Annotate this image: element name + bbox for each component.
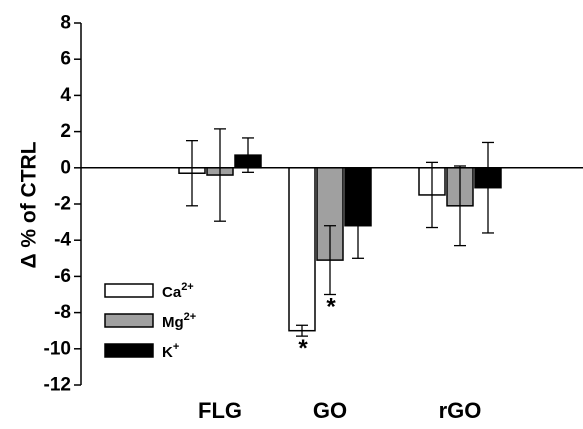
legend: Ca2+ Mg2+ K+ — [104, 281, 196, 361]
significance-marker-0: * — [298, 335, 308, 362]
y-tick-label-8: -8 — [54, 302, 71, 323]
y-tick-label-1: 6 — [60, 49, 71, 70]
legend-swatch-ca — [104, 283, 154, 298]
legend-label-ca: Ca2+ — [162, 281, 194, 301]
y-tick-label-4: 0 — [60, 157, 71, 178]
legend-swatch-k — [104, 343, 154, 358]
y-axis-ticks: 8 6 4 2 0 -2 -4 -6 -8 -10 -12 — [44, 13, 81, 396]
y-axis-label: Δ % of CTRL — [18, 141, 41, 268]
legend-label-mg: Mg2+ — [162, 311, 196, 331]
category-label-rgo: rGO — [439, 398, 482, 423]
legend-swatch-mg — [104, 313, 154, 328]
y-tick-label-6: -4 — [54, 230, 71, 251]
legend-item-ca: Ca2+ — [104, 281, 194, 301]
y-tick-label-3: 2 — [60, 121, 71, 142]
y-tick-label-0: 8 — [60, 13, 71, 34]
legend-item-mg: Mg2+ — [104, 311, 196, 331]
annotations: ** — [298, 294, 336, 363]
y-tick-label-7: -6 — [54, 266, 71, 287]
y-tick-label-10: -12 — [44, 375, 71, 396]
category-label-go: GO — [313, 398, 347, 423]
legend-label-k: K+ — [162, 341, 179, 361]
bars — [178, 154, 502, 332]
error-bars — [186, 128, 494, 337]
y-tick-label-5: -2 — [54, 194, 71, 215]
significance-marker-1: * — [326, 294, 336, 321]
category-label-flg: FLG — [198, 398, 242, 423]
category-labels: FLG GO rGO — [198, 398, 481, 423]
y-tick-label-9: -10 — [44, 338, 71, 359]
bar-ca-go — [288, 167, 316, 332]
legend-item-k: K+ — [104, 341, 179, 361]
y-tick-label-2: 4 — [60, 85, 71, 106]
